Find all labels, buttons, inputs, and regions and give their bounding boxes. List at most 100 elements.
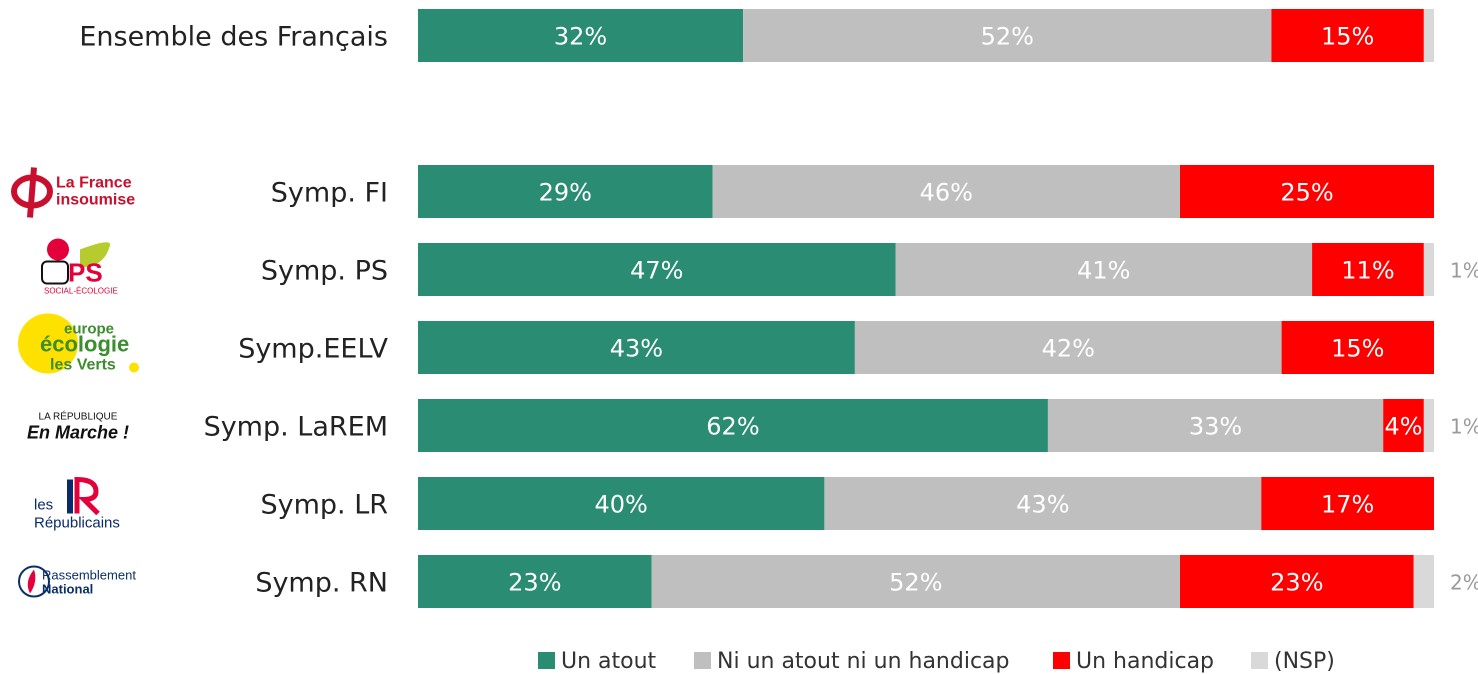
bar-segment [1423,399,1434,452]
value-label: 41% [1077,257,1130,285]
value-label-nsp: 1% [1450,415,1478,439]
bar-segment [1423,243,1434,296]
bar-segment [1383,399,1424,452]
value-label: 52% [981,23,1034,51]
category-label: Symp. LaREM [204,412,388,443]
value-label: 29% [539,179,592,207]
star-shape [129,362,139,373]
category-label: Symp. FI [271,178,388,209]
bar-segment [1413,555,1434,608]
legend-item: Un handicap [1053,649,1214,674]
category-label: Symp.EELV [238,334,388,365]
chart-row: Symp. RN 23% 52% 23% 2% [255,555,1478,608]
bar-segment [1312,243,1424,296]
category-label: Symp. PS [261,256,388,287]
bar-segment [1271,9,1424,62]
logo-text: Républicains [34,515,120,532]
bar-segment [418,399,1048,452]
logo-text: SOCIAL-ÉCOLOGIE [44,287,118,296]
value-label: 15% [1321,23,1374,51]
legend: Un atout Ni un atout ni un handicap Un han… [538,649,1335,674]
logo-text: En Marche ! [27,423,129,443]
legend-swatch [694,652,711,669]
legend-swatch [1053,652,1070,669]
logo-text: Rassemblement [42,568,136,583]
bar-segment [1423,9,1434,62]
value-label: 23% [1270,569,1323,597]
value-label-nsp: 2% [1450,571,1478,595]
logo-text: les Verts [50,357,116,374]
category-label: Ensemble des Français [79,22,388,53]
bar-segment [895,243,1313,296]
value-label: 17% [1321,491,1374,519]
sun-shape [18,313,78,374]
value-label: 62% [706,413,759,441]
rn-flame [27,569,36,594]
bar-segment [651,555,1180,608]
bar-segment [743,9,1272,62]
chart-rows: Ensemble des Français 32% 52% 15% Symp. FI 29… [79,9,1478,608]
value-label: 11% [1341,257,1394,285]
bar-segment [418,165,713,218]
rose-shape [47,238,69,261]
legend-swatch [538,652,555,669]
logo-text: LA RÉPUBLIQUE [39,410,118,423]
legend-item: Ni un atout ni un handicap [694,649,1010,674]
bar-segment [1180,555,1414,608]
bar-segment [418,477,825,530]
rn-circle [18,565,50,598]
value-label: 43% [1016,491,1069,519]
logo-text: La France [56,175,132,192]
chart-row: Symp. FI 29% 46% 25% [271,165,1434,218]
value-label: 25% [1280,179,1333,207]
logo-text: europe [64,321,114,338]
bar-segment [418,243,896,296]
value-label: 40% [595,491,648,519]
bar-segment [1047,399,1384,452]
bar-segment [1281,321,1434,374]
bar-segment [1261,477,1434,530]
fist-shape [41,260,69,285]
chart-row: Ensemble des Français 32% 52% 15% [79,9,1434,62]
value-label: 4% [1384,413,1422,441]
value-label: 47% [630,257,683,285]
value-label-nsp: 1% [1450,259,1478,283]
lr-bar-blue [67,479,73,514]
bar-segment [1180,165,1434,218]
logo-text: insoumise [56,192,135,209]
bar-segment [418,555,652,608]
legend-swatch [1251,652,1268,669]
value-label: 43% [610,335,663,363]
chart-row: Symp. LR 40% 43% 17% [260,477,1434,530]
legend-label: Un atout [561,649,657,674]
value-label: 15% [1331,335,1384,363]
legend-label: Un handicap [1076,649,1214,674]
logo-text: écologie [40,332,129,357]
bar-segment [712,165,1180,218]
legend-item: Un atout [538,649,657,674]
logo-text: les [34,497,53,514]
leaf-shape [80,242,111,268]
lr-r-shape [74,476,100,516]
chart-row: Symp.EELV 43% 42% 15% [238,321,1434,374]
bar-segment [418,321,855,374]
legend-item: (NSP) [1251,649,1335,674]
logo-text: National [42,582,93,597]
bar-segment [854,321,1282,374]
value-label: 52% [889,569,942,597]
category-label: Symp. LR [260,490,388,521]
value-label: 46% [920,179,973,207]
chart-row: Symp. PS 47% 41% 11% 1% [261,243,1478,296]
chart-row: Symp. LaREM 62% 33% 4% 1% [204,399,1478,452]
bar-segment [418,9,744,62]
value-label: 33% [1189,413,1242,441]
logo-text: PS [68,258,103,288]
